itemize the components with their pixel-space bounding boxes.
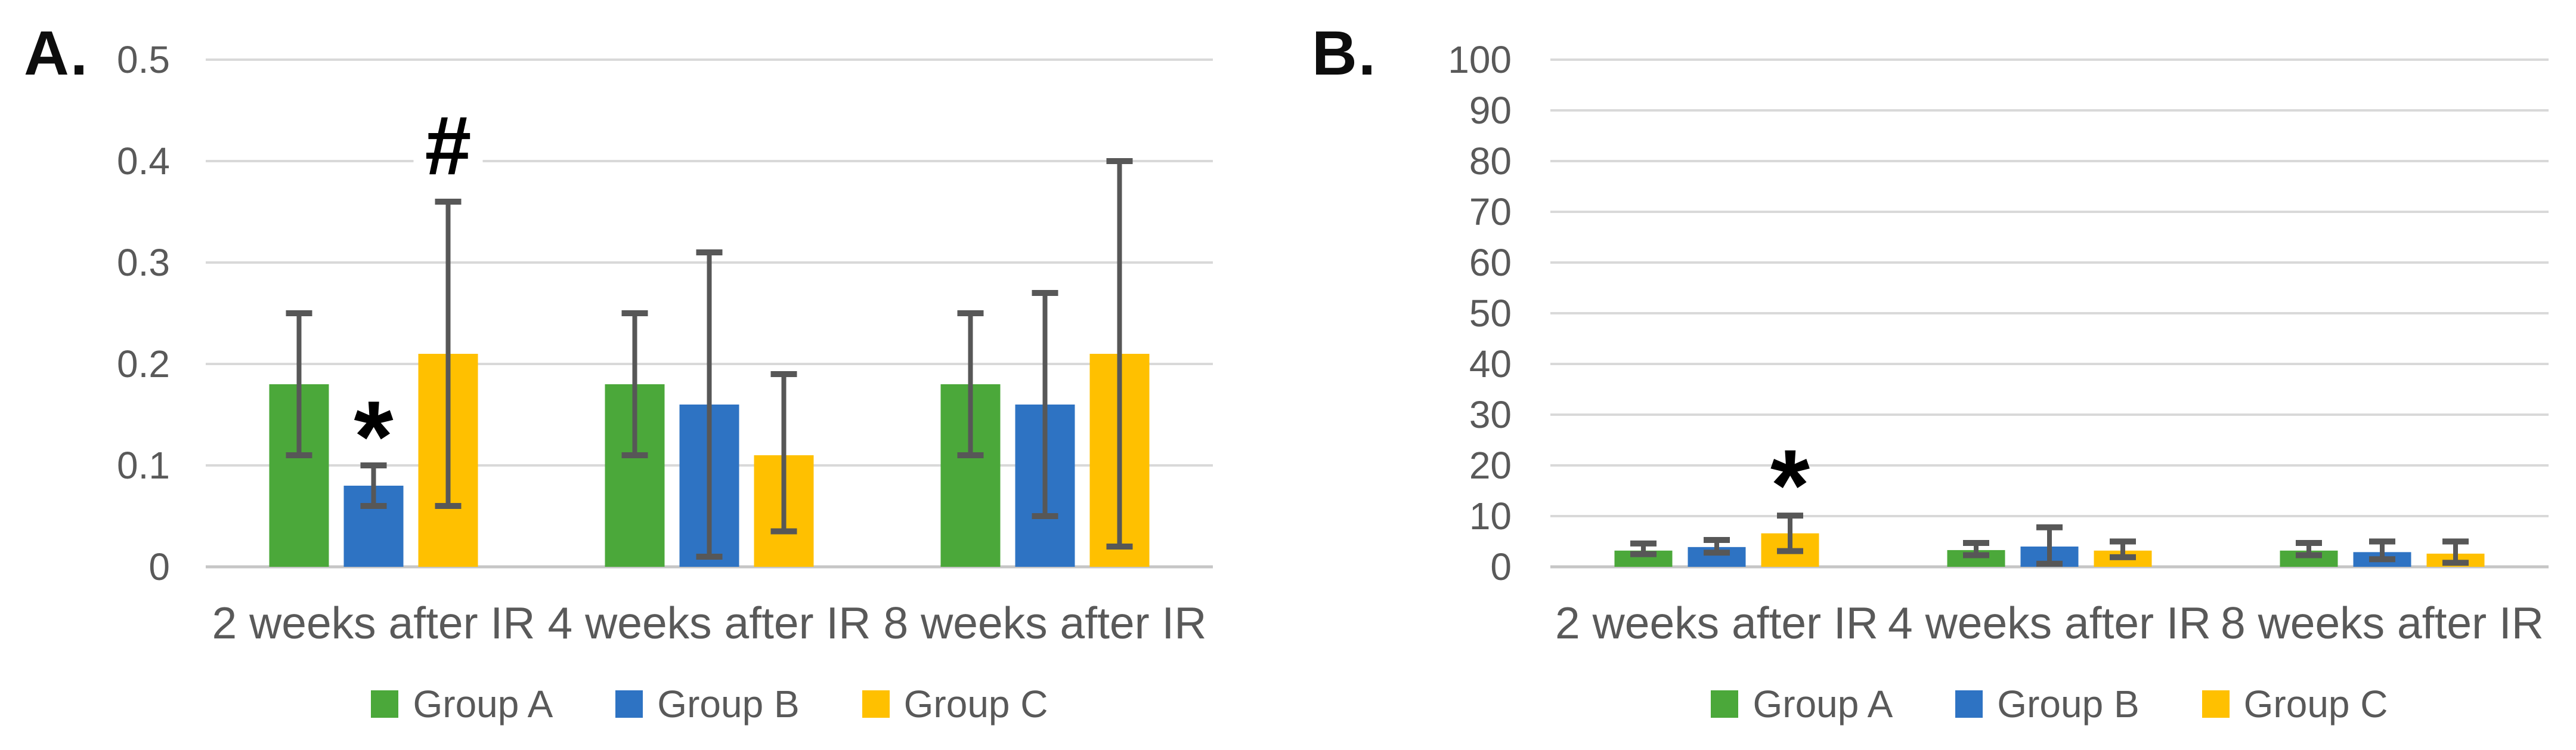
legend-item-group-a-chart-a: Group A <box>371 682 553 726</box>
annotation-backdrop-chart-a <box>413 107 483 186</box>
x-category-label-chart-b: 2 weeks after IR <box>1555 598 1878 648</box>
legend-item-group-c-chart-a: Group C <box>862 682 1048 726</box>
x-category-label-chart-a: 2 weeks after IR <box>212 598 535 648</box>
legend-swatch-group_b <box>615 690 643 718</box>
x-category-label-chart-b: 8 weeks after IR <box>2221 598 2544 648</box>
legend-item-group-a-chart-b: Group A <box>1711 682 1893 726</box>
y-tick-label-chart-b: 80 <box>1469 140 1512 183</box>
y-tick-label-chart-b: 30 <box>1469 393 1512 436</box>
x-category-label-chart-b: 4 weeks after IR <box>1888 598 2211 648</box>
legend-item-group-b-chart-b: Group B <box>1955 682 2140 726</box>
legend-label: Group A <box>1753 683 1893 726</box>
legend-label: Group C <box>903 683 1048 726</box>
y-tick-label-chart-b: 70 <box>1469 190 1512 233</box>
annotation-asterisk-chart-a: * <box>354 380 393 493</box>
legend-swatch-group_a <box>371 690 399 718</box>
legend-chart-b: Group A Group B Group C <box>1543 671 2556 737</box>
y-tick-label-chart-a: 0.4 <box>117 140 170 183</box>
panel-label-b: B. <box>1312 18 1377 88</box>
annotation-asterisk-chart-b: * <box>1770 429 1810 542</box>
panel-label-a: A. <box>24 18 89 88</box>
legend-swatch-group_b <box>1955 690 1983 718</box>
x-category-label-chart-a: 4 weeks after IR <box>548 598 871 648</box>
y-tick-label-chart-b: 20 <box>1469 444 1512 487</box>
y-tick-label-chart-a: 0.2 <box>117 342 170 385</box>
y-tick-label-chart-b: 100 <box>1448 38 1512 81</box>
y-tick-label-chart-b: 40 <box>1469 342 1512 385</box>
y-tick-label-chart-b: 0 <box>1490 545 1512 588</box>
y-tick-label-chart-a: 0 <box>148 545 170 588</box>
legend-item-group-b-chart-a: Group B <box>615 682 800 726</box>
legend-swatch-group_c <box>2202 690 2230 718</box>
y-tick-label-chart-b: 90 <box>1469 89 1512 132</box>
y-tick-label-chart-b: 50 <box>1469 292 1512 335</box>
legend-item-group-c-chart-b: Group C <box>2202 682 2388 726</box>
legend-swatch-group_a <box>1711 690 1739 718</box>
legend-swatch-group_c <box>862 690 890 718</box>
y-tick-label-chart-a: 0.5 <box>117 38 170 81</box>
legend-label: Group A <box>413 683 553 726</box>
annotation-hash-chart-a: # <box>425 98 472 192</box>
y-tick-label-chart-a: 0.1 <box>117 444 170 487</box>
legend-chart-a: Group A Group B Group C <box>203 671 1216 737</box>
x-category-label-chart-a: 8 weeks after IR <box>884 598 1207 648</box>
legend-label: Group B <box>657 683 800 726</box>
y-tick-label-chart-b: 60 <box>1469 241 1512 284</box>
legend-label: Group B <box>1997 683 2140 726</box>
legend-label: Group C <box>2243 683 2388 726</box>
y-tick-label-chart-b: 10 <box>1469 495 1512 538</box>
y-tick-label-chart-a: 0.3 <box>117 241 170 284</box>
